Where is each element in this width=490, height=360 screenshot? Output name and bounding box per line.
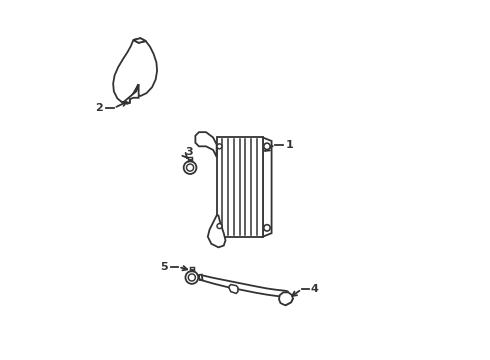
Text: 2: 2: [96, 103, 103, 113]
Polygon shape: [279, 292, 293, 305]
Circle shape: [184, 161, 196, 174]
Polygon shape: [133, 38, 146, 43]
Polygon shape: [113, 40, 157, 104]
Circle shape: [217, 224, 222, 229]
Circle shape: [188, 274, 196, 281]
Circle shape: [264, 225, 270, 231]
Polygon shape: [208, 215, 225, 247]
Circle shape: [187, 164, 194, 171]
Polygon shape: [122, 84, 139, 103]
Text: 1: 1: [285, 140, 293, 149]
Circle shape: [185, 271, 198, 284]
Text: 3: 3: [185, 147, 193, 157]
Bar: [217, 138, 263, 237]
Polygon shape: [199, 275, 202, 280]
Polygon shape: [188, 157, 192, 161]
Text: 5: 5: [160, 262, 168, 272]
Polygon shape: [201, 275, 293, 305]
Text: 4: 4: [311, 284, 319, 294]
Polygon shape: [196, 132, 217, 157]
Polygon shape: [229, 284, 238, 293]
Circle shape: [264, 143, 270, 149]
Polygon shape: [190, 267, 194, 271]
Polygon shape: [263, 138, 271, 237]
Polygon shape: [133, 38, 146, 43]
Circle shape: [217, 144, 222, 149]
